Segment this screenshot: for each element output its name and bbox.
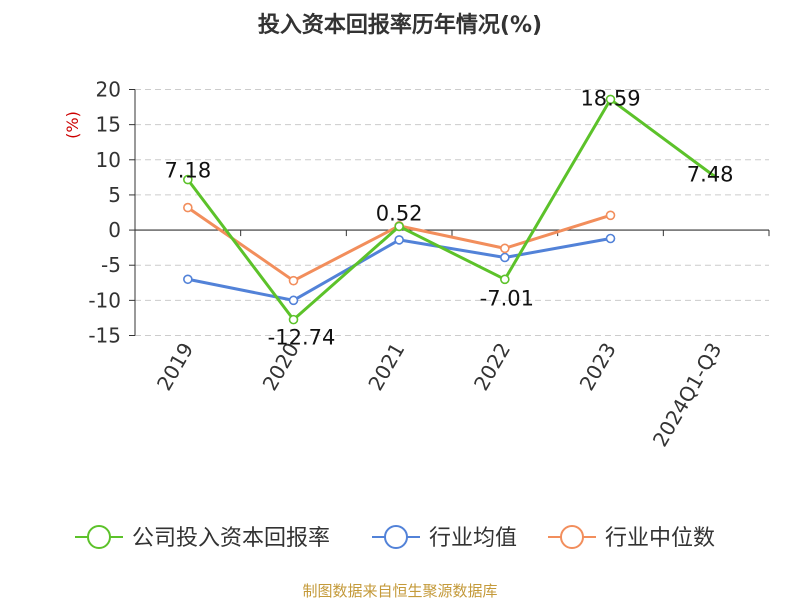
data-label: 7.48 [687, 162, 734, 186]
data-point [394, 235, 404, 245]
legend-marker [87, 525, 111, 549]
data-label: 7.18 [164, 159, 211, 183]
chart-title: 投入资本回报率历年情况(%) [258, 12, 542, 38]
x-tick-label: 2023 [575, 339, 621, 395]
y-tick-label: 20 [96, 78, 121, 102]
data-point [394, 221, 404, 232]
x-tick-label: 2022 [469, 339, 515, 395]
data-point [288, 314, 299, 325]
y-tick-label: -15 [88, 324, 121, 348]
data-point [500, 274, 510, 285]
y-tick-label: 0 [108, 218, 121, 242]
y-tick-label: 10 [96, 148, 121, 172]
series-line-1 [187, 237, 611, 302]
data-point [183, 274, 193, 285]
data-label: 0.52 [376, 201, 423, 225]
data-point [288, 275, 299, 286]
y-tick-label: -10 [88, 288, 121, 312]
data-point [500, 252, 510, 263]
y-tick-label: -5 [101, 253, 121, 277]
x-tick-label: 2021 [363, 339, 409, 395]
x-tick-label: 2019 [152, 339, 198, 395]
data-label: 18.59 [580, 86, 640, 110]
legend-marker [560, 525, 584, 549]
series-line-0 [186, 97, 718, 322]
data-label: -7.01 [480, 286, 534, 310]
legend-marker [384, 525, 408, 549]
y-tick-label: 15 [96, 113, 121, 137]
source-note: 制图数据来自恒生聚源数据库 [302, 582, 497, 600]
data-point [500, 243, 510, 254]
x-tick-label: 2024Q1-Q3 [648, 339, 727, 451]
legend-label: 行业均值 [429, 526, 517, 551]
data-label: -12.74 [268, 326, 336, 350]
legend-label: 公司投入资本回报率 [132, 526, 330, 551]
data-point [605, 94, 616, 105]
data-point [605, 210, 616, 221]
data-point [605, 233, 616, 244]
data-point [183, 174, 193, 185]
data-point [288, 295, 299, 306]
y-axis-unit-label: (%) [63, 111, 82, 139]
legend-label: 行业中位数 [605, 526, 715, 551]
y-tick-label: 5 [108, 183, 121, 207]
data-point [183, 202, 193, 213]
